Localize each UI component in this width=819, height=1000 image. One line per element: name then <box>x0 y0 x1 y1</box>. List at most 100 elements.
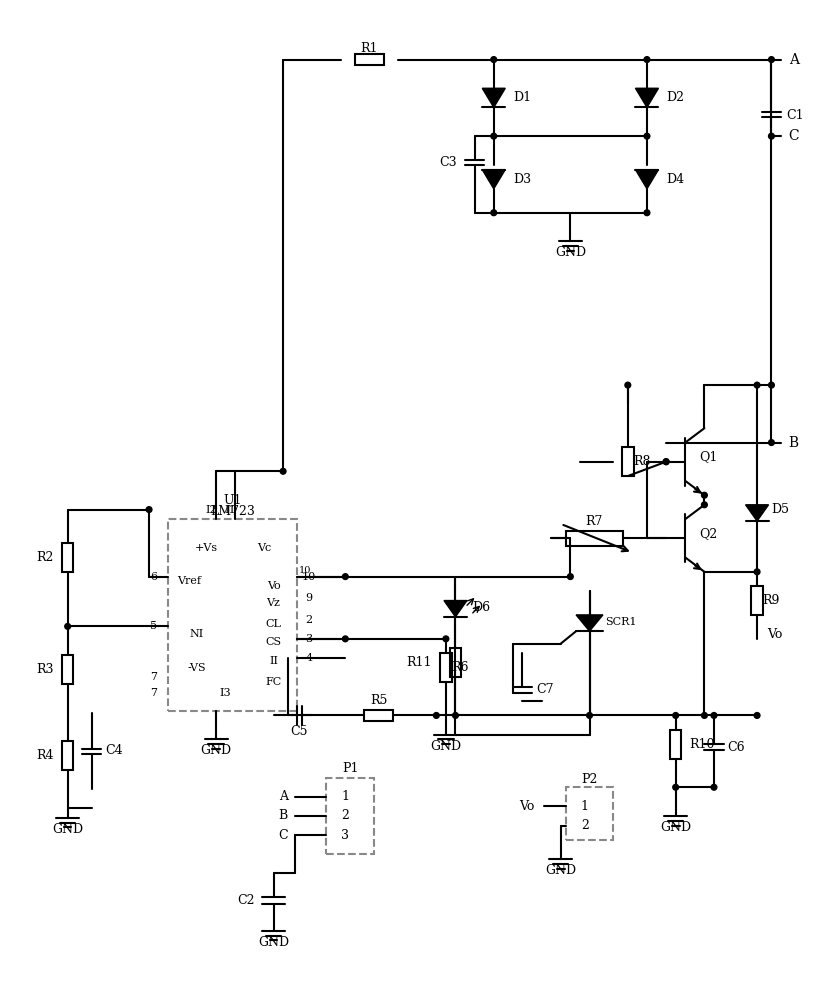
Text: C1: C1 <box>785 109 803 122</box>
Text: Vc: Vc <box>257 543 271 553</box>
Text: D1: D1 <box>513 91 531 104</box>
Text: NI: NI <box>190 629 204 639</box>
Circle shape <box>711 784 717 790</box>
Text: 3: 3 <box>342 829 350 842</box>
Text: CS: CS <box>265 637 282 647</box>
Bar <box>355 54 383 65</box>
Circle shape <box>443 636 449 642</box>
Circle shape <box>491 57 496 62</box>
Text: A: A <box>278 790 287 803</box>
Polygon shape <box>444 601 467 617</box>
Circle shape <box>754 382 760 388</box>
Text: I3: I3 <box>219 688 232 698</box>
Circle shape <box>65 624 70 629</box>
Bar <box>450 648 461 677</box>
Circle shape <box>768 57 774 62</box>
Circle shape <box>768 133 774 139</box>
Text: 5: 5 <box>150 621 157 631</box>
Text: C3: C3 <box>440 156 457 169</box>
Circle shape <box>702 492 708 498</box>
Text: R7: R7 <box>586 515 603 528</box>
Bar <box>566 787 613 840</box>
Text: 2: 2 <box>581 819 589 832</box>
Bar <box>168 519 297 711</box>
Text: GND: GND <box>554 246 586 259</box>
Text: R2: R2 <box>36 551 53 564</box>
Circle shape <box>491 133 496 139</box>
Bar <box>364 710 393 721</box>
Bar <box>622 447 634 476</box>
Text: 4: 4 <box>305 653 313 663</box>
Text: FC: FC <box>265 677 282 687</box>
Circle shape <box>673 784 679 790</box>
Text: Vo: Vo <box>767 628 782 641</box>
Circle shape <box>644 210 649 216</box>
Text: C6: C6 <box>727 741 745 754</box>
Text: 10: 10 <box>299 566 311 575</box>
Text: 7: 7 <box>151 688 157 698</box>
Text: R5: R5 <box>370 694 387 707</box>
Circle shape <box>663 459 669 465</box>
Circle shape <box>711 713 717 718</box>
Bar <box>566 531 623 546</box>
Circle shape <box>146 507 152 512</box>
Text: C4: C4 <box>105 744 123 757</box>
Text: II: II <box>269 656 278 666</box>
Bar <box>670 730 681 759</box>
Text: R1: R1 <box>360 42 378 55</box>
Text: C: C <box>278 829 288 842</box>
Text: GND: GND <box>258 936 289 949</box>
Text: P2: P2 <box>581 773 598 786</box>
Circle shape <box>754 569 760 575</box>
Text: Vref: Vref <box>177 576 201 586</box>
Circle shape <box>586 713 592 718</box>
Text: D2: D2 <box>666 91 684 104</box>
Text: R4: R4 <box>36 749 53 762</box>
Polygon shape <box>636 88 658 107</box>
Text: CL: CL <box>265 619 282 629</box>
Text: LM723: LM723 <box>210 505 256 518</box>
Text: A: A <box>789 53 799 67</box>
Text: R3: R3 <box>36 663 53 676</box>
Text: GND: GND <box>52 823 84 836</box>
Text: I2: I2 <box>206 505 217 515</box>
Polygon shape <box>636 170 658 189</box>
Circle shape <box>768 440 774 445</box>
Text: Vz: Vz <box>267 598 280 608</box>
Text: R10: R10 <box>689 738 715 751</box>
Text: 10: 10 <box>302 572 316 582</box>
Text: D4: D4 <box>666 173 684 186</box>
Text: C7: C7 <box>536 683 554 696</box>
Text: C2: C2 <box>237 894 255 907</box>
Circle shape <box>491 210 496 216</box>
Circle shape <box>673 713 679 718</box>
Circle shape <box>453 713 459 718</box>
Bar <box>326 778 374 854</box>
Text: GND: GND <box>660 821 691 834</box>
Text: Vo: Vo <box>519 800 535 813</box>
Text: D6: D6 <box>473 601 491 614</box>
Text: GND: GND <box>545 864 577 877</box>
Text: P1: P1 <box>342 762 359 775</box>
Text: D3: D3 <box>513 173 531 186</box>
Circle shape <box>702 502 708 508</box>
Circle shape <box>644 133 649 139</box>
Circle shape <box>644 57 649 62</box>
Polygon shape <box>745 505 768 521</box>
Text: Vo: Vo <box>267 581 280 591</box>
Circle shape <box>663 459 669 465</box>
Text: 7: 7 <box>151 672 157 682</box>
Text: C: C <box>789 129 799 143</box>
Text: 1: 1 <box>581 800 589 813</box>
Text: 1: 1 <box>342 790 350 803</box>
Circle shape <box>342 636 348 642</box>
Circle shape <box>280 468 286 474</box>
Polygon shape <box>576 615 603 631</box>
Polygon shape <box>482 88 505 107</box>
Text: R9: R9 <box>762 594 781 607</box>
Text: B: B <box>789 436 799 450</box>
Circle shape <box>568 574 573 579</box>
Circle shape <box>625 382 631 388</box>
Bar <box>751 586 762 615</box>
Bar <box>62 655 74 684</box>
